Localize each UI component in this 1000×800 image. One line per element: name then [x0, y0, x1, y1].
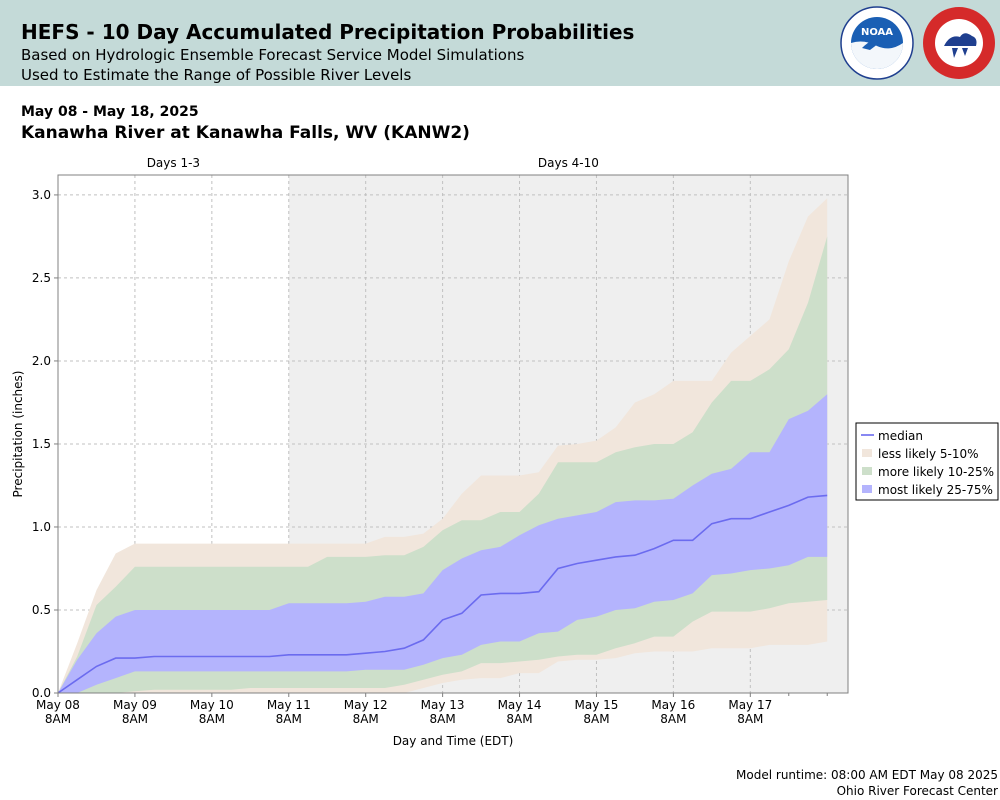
legend-swatch — [862, 485, 872, 493]
y-tick-label: 0.5 — [32, 603, 51, 617]
median-line — [57, 494, 828, 694]
legend-swatch — [862, 467, 872, 475]
band-most-likely-25-75 — [58, 394, 828, 693]
legend-swatch — [862, 449, 872, 457]
x-tick-label-date: May 15 — [575, 698, 619, 712]
plot-border — [57, 174, 849, 694]
x-tick-label-time: 8AM — [353, 712, 379, 726]
x-tick-label-date: May 12 — [344, 698, 388, 712]
date-range: May 08 - May 18, 2025 — [21, 104, 199, 120]
y-tick-label: 1.5 — [32, 437, 51, 451]
x-tick-label-time: 8AM — [737, 712, 763, 726]
x-tick-label-date: May 11 — [267, 698, 311, 712]
subtitle-1: Based on Hydrologic Ensemble Forecast Se… — [21, 46, 525, 64]
x-tick-label-time: 8AM — [583, 712, 609, 726]
subtitle-2: Used to Estimate the Range of Possible R… — [21, 66, 412, 84]
x-axis-title: Day and Time (EDT) — [393, 734, 514, 748]
y-tick-label: 0.0 — [32, 686, 51, 700]
x-tick-label-time: 8AM — [506, 712, 532, 726]
y-tick-label: 3.0 — [32, 188, 51, 202]
y-axis-title: Precipitation (inches) — [11, 371, 25, 498]
x-tick-label-date: May 14 — [498, 698, 542, 712]
x-tick-label-time: 8AM — [122, 712, 148, 726]
x-tick-label-date: May 09 — [113, 698, 157, 712]
x-tick-label-time: 8AM — [276, 712, 302, 726]
x-tick-label-date: May 08 — [36, 698, 80, 712]
x-tick-label-time: 8AM — [430, 712, 456, 726]
y-tick-label: 2.0 — [32, 354, 51, 368]
model-runtime: Model runtime: 08:00 AM EDT May 08 2025 — [736, 768, 998, 782]
noaa-logo: NOAA — [840, 6, 914, 80]
page-title: HEFS - 10 Day Accumulated Precipitation … — [21, 20, 635, 44]
period-label: Days 1-3 — [147, 156, 200, 170]
location-title: Kanawha River at Kanawha Falls, WV (KANW… — [21, 123, 470, 143]
x-tick-label-time: 8AM — [199, 712, 225, 726]
noaa-logo-text: NOAA — [861, 27, 893, 38]
legend-box — [855, 422, 999, 501]
legend-label: median — [878, 429, 923, 443]
y-tick-label: 2.5 — [32, 271, 51, 285]
period-label: Days 4-10 — [538, 156, 599, 170]
x-tick-label-date: May 16 — [651, 698, 695, 712]
x-tick-label-time: 8AM — [45, 712, 71, 726]
x-tick-label-date: May 17 — [728, 698, 772, 712]
forecast-center: Ohio River Forecast Center — [836, 784, 998, 798]
header-banner: HEFS - 10 Day Accumulated Precipitation … — [0, 0, 1000, 86]
x-tick-label-date: May 10 — [190, 698, 234, 712]
x-tick-label-date: May 13 — [421, 698, 465, 712]
legend-label: less likely 5-10% — [878, 447, 979, 461]
x-tick-label-time: 8AM — [660, 712, 686, 726]
national-weather-service-logo — [923, 7, 995, 79]
legend-label: most likely 25-75% — [878, 483, 993, 497]
y-tick-label: 1.0 — [32, 520, 51, 534]
legend-label: more likely 10-25% — [878, 465, 994, 479]
